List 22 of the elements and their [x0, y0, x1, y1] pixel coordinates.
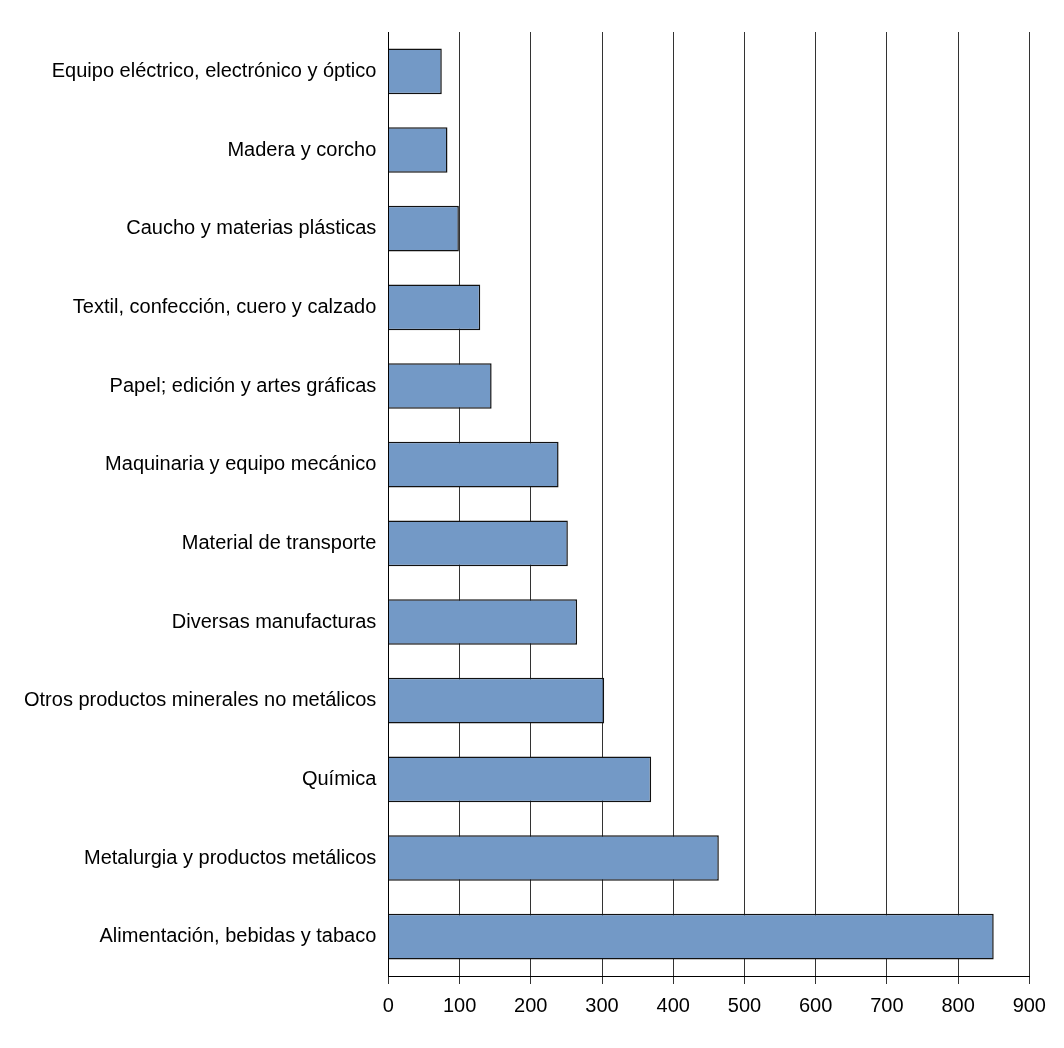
x-tick-label: 400	[656, 993, 690, 1016]
y-tick-label: Metalurgia y productos metálicos	[84, 845, 377, 868]
y-tick-label: Diversas manufacturas	[171, 609, 377, 632]
x-tick-label: 700	[870, 993, 904, 1016]
x-tick-label: 200	[514, 993, 548, 1016]
y-tick-label: Textil, confección, cuero y calzado	[72, 294, 377, 317]
y-tick-label: Otros productos minerales no metálicos	[24, 688, 377, 711]
y-tick-label: Equipo eléctrico, electrónico y óptico	[51, 58, 377, 81]
x-tick-label: 900	[1012, 993, 1046, 1016]
x-tick-label: 600	[798, 993, 833, 1016]
x-tick-label: 300	[585, 993, 619, 1016]
y-tick-label: Material de transporte	[181, 530, 377, 553]
y-tick-label: Química	[301, 766, 378, 789]
y-tick-label: Caucho y materias plásticas	[126, 216, 377, 239]
x-tick-label: 100	[442, 993, 477, 1016]
x-tick-label: 800	[941, 993, 975, 1016]
y-tick-label: Papel; edición y artes gráficas	[109, 373, 377, 396]
x-tick-label: 500	[727, 993, 762, 1016]
x-tick-label: 0	[382, 993, 394, 1016]
y-tick-label: Alimentación, bebidas y tabaco	[99, 924, 377, 947]
y-tick-label: Maquinaria y equipo mecánico	[105, 452, 377, 475]
y-tick-label: Madera y corcho	[227, 137, 377, 160]
